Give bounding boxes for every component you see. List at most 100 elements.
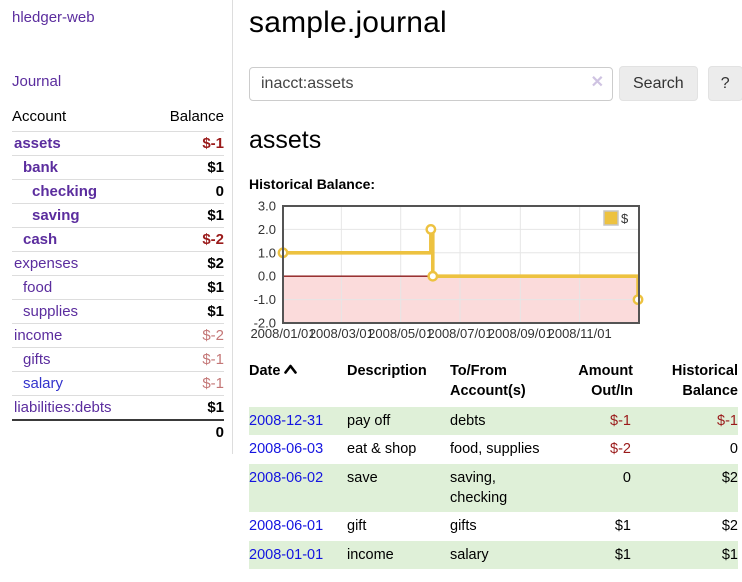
transaction-balance: $-1 [717,413,738,430]
account-balance: $2 [207,255,224,272]
transaction-date-link[interactable]: 2008-01-01 [249,546,324,563]
account-balance: $-1 [202,351,224,368]
x-axis-tick-label: 2008/03/01 [309,326,374,341]
account-link-bank[interactable]: bank [23,159,59,176]
transaction-row: 2008-06-02 save saving, checking 0 $2 [249,463,738,513]
legend-swatch [603,210,619,226]
register-table: Date Description To/From Account(s) Amount Ou… [249,360,738,569]
transaction-date-link[interactable]: 2008-06-02 [249,469,324,486]
transaction-accounts: debts [450,413,486,430]
account-row: cash $-2 [12,227,224,252]
data-point-marker [427,270,439,282]
accounts-header-balance: Balance [169,108,224,125]
column-header-date[interactable]: Date [249,360,347,407]
transaction-date-link[interactable]: 2008-06-01 [249,518,324,535]
transaction-description: save [347,469,378,486]
account-link-expenses[interactable]: expenses [14,255,79,272]
transaction-accounts: saving, checking [450,469,508,507]
account-balance: $1 [207,207,224,224]
transaction-date-link[interactable]: 2008-06-03 [249,441,324,458]
legend-label: $ [621,211,629,226]
account-title: assets [249,126,322,154]
account-link-assets[interactable]: assets [14,135,61,152]
transaction-description: gift [347,518,367,535]
account-balance: $1 [207,303,224,320]
transaction-description: income [347,546,394,563]
account-row: checking 0 [12,179,224,204]
column-header-amount-out-in: Amount Out/In [563,360,643,407]
account-link-saving[interactable]: saving [32,207,80,224]
transaction-amount: 0 [622,469,631,486]
accounts-table: Account Balance assets $-1 bank $1 checking 0… [12,104,224,444]
help-button[interactable]: ? [707,66,742,101]
y-axis-tick-label: 1.0 [258,245,276,260]
transaction-amount: $-2 [610,441,631,458]
sidebar-item-journal[interactable]: Journal [12,73,62,90]
x-axis-tick-label: 2008/11/01 [548,326,612,341]
account-row: income $-2 [12,323,224,348]
transaction-row: 2008-12-31 pay off debts $-1 $-1 [249,407,738,436]
account-row: salary $-1 [12,371,224,396]
account-link-supplies[interactable]: supplies [23,303,79,320]
app-layout: hledger-web Journal Account Balance asse… [12,0,742,569]
transaction-amount: $1 [614,546,631,563]
x-axis-tick-label: 2008/09/01 [488,326,553,341]
column-header-label: Date [249,363,281,379]
transaction-balance: $2 [721,518,738,535]
account-link-liabilities-debts[interactable]: liabilities:debts [14,399,112,416]
column-header-label: Historical [671,363,738,379]
chart-label: Historical Balance: [249,176,376,192]
account-link-gifts[interactable]: gifts [23,351,51,368]
transaction-accounts: salary [450,546,489,563]
accounts-total-value: 0 [215,424,224,441]
transaction-date-link[interactable]: 2008-12-31 [249,413,324,430]
account-balance: $1 [207,279,224,296]
transaction-accounts: food, supplies [450,441,540,458]
y-axis-tick-label: 3.0 [258,201,276,214]
search-button[interactable]: Search [619,66,698,101]
main-content: sample.journal ✕ Search ? assets Histori… [233,0,742,569]
transaction-balance: $1 [721,546,738,563]
x-axis-tick-label: 2008/07/01 [427,326,492,341]
clear-search-icon[interactable]: ✕ [590,73,604,91]
account-link-income[interactable]: income [14,327,63,344]
column-header-to-from-account-s-: To/From Account(s) [450,360,563,407]
account-balance: $-2 [202,327,224,344]
plot-border [282,205,640,324]
account-link-checking[interactable]: checking [32,183,98,200]
register-header-row: Date Description To/From Account(s) Amount Ou… [249,360,738,407]
column-header-description: Description [347,360,450,407]
account-balance: $-1 [202,135,224,152]
account-link-salary[interactable]: salary [23,375,64,392]
y-axis-tick-label: -1.0 [254,292,276,307]
accounts-header-row: Account Balance [12,104,224,132]
account-link-cash[interactable]: cash [23,231,58,248]
column-header-label: Balance [682,382,738,399]
account-row: liabilities:debts $1 [12,395,224,421]
transaction-balance: 0 [729,441,738,458]
search-input[interactable] [249,66,613,101]
page-title: sample.journal [249,6,447,39]
accounts-total-spacer [12,420,149,444]
x-axis-tick-label: 2008/01/01 [250,326,315,341]
x-axis-tick-label: 2008/05/01 [368,326,433,341]
account-balance: $-2 [202,231,224,248]
account-balance: 0 [215,183,224,200]
account-balance: $-1 [202,375,224,392]
transaction-row: 2008-01-01 income salary $1 $1 [249,540,738,569]
column-header-label: Out/In [591,382,633,399]
column-header-label: Amount [578,363,633,379]
y-axis-tick-label: 2.0 [258,222,276,237]
accounts-header-account: Account [12,108,67,125]
transaction-description: eat & shop [347,441,417,458]
y-axis-tick-label: -2.0 [254,316,276,331]
sort-ascending-icon [284,364,298,374]
search-form: ✕ Search ? [249,66,742,101]
account-link-food[interactable]: food [23,279,53,296]
transaction-balance: $2 [721,469,738,486]
brand-link[interactable]: hledger-web [12,9,95,26]
y-axis-tick-label: 0.0 [258,269,276,284]
account-balance: $1 [207,159,224,176]
account-row: bank $1 [12,155,224,180]
column-header-historical-balance: Historical Balance [643,360,738,407]
